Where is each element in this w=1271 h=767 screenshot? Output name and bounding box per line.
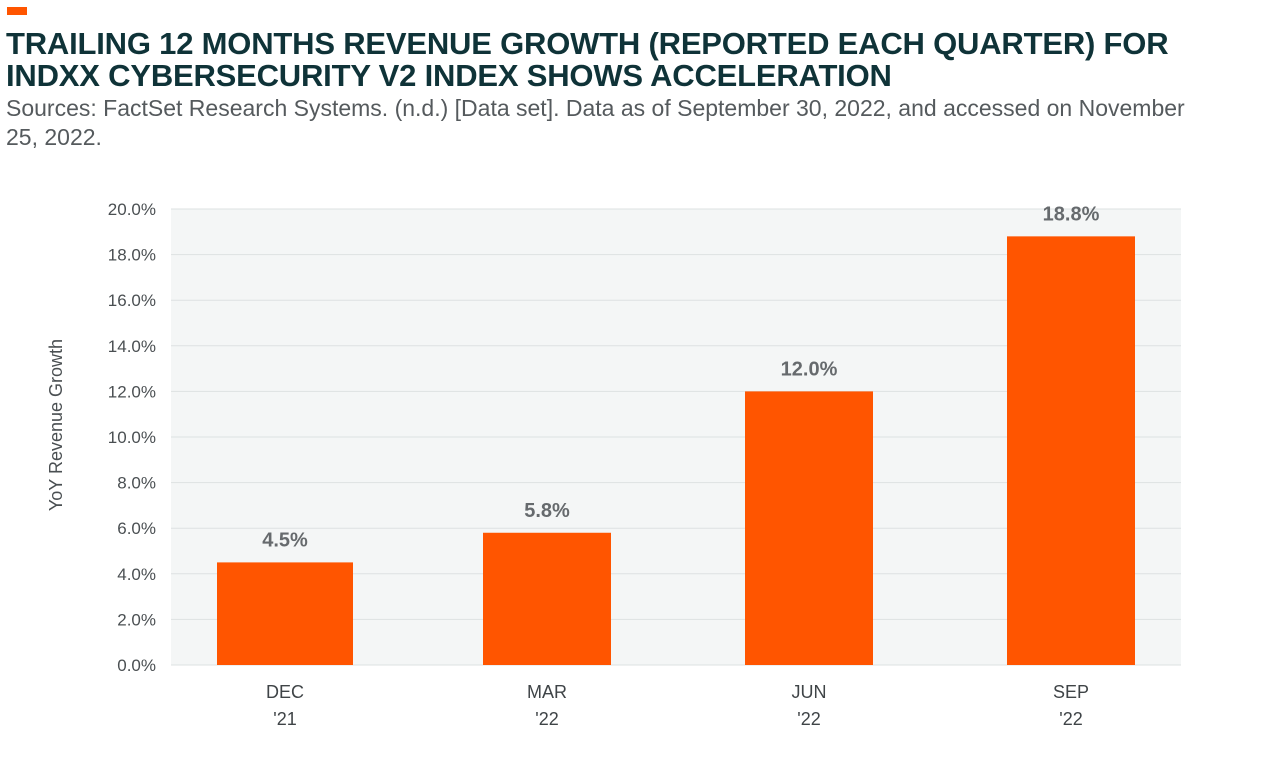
- y-tick-label: 6.0%: [117, 519, 156, 538]
- y-tick-label: 18.0%: [108, 246, 156, 265]
- y-tick-label: 14.0%: [108, 337, 156, 356]
- y-tick-label: 12.0%: [108, 382, 156, 401]
- x-axis-categories: DEC '21 MAR '22 JUN '22 SEP '22: [266, 682, 1089, 729]
- x-category-label: '21: [273, 709, 296, 729]
- x-category-label: '22: [1059, 709, 1082, 729]
- data-label: 4.5%: [262, 529, 308, 551]
- bar: [745, 391, 873, 665]
- x-category-label: JUN: [792, 682, 827, 702]
- y-axis-title: YoY Revenue Growth: [46, 339, 66, 511]
- chart-title: TRAILING 12 MONTHS REVENUE GROWTH (REPOR…: [6, 26, 1169, 93]
- bar: [483, 532, 611, 665]
- y-tick-label: 10.0%: [108, 428, 156, 447]
- y-tick-label: 0.0%: [117, 656, 156, 675]
- x-category-label: MAR: [527, 682, 567, 702]
- y-tick-label: 2.0%: [117, 610, 156, 629]
- data-label: 5.8%: [524, 500, 570, 522]
- y-tick-label: 8.0%: [117, 474, 156, 493]
- x-category-label: DEC: [266, 682, 304, 702]
- data-labels: 4.5% 5.8% 12.0% 18.8%: [262, 203, 1099, 551]
- bar: [1007, 236, 1135, 666]
- x-category-label: SEP: [1053, 682, 1089, 702]
- y-tick-label: 4.0%: [117, 565, 156, 584]
- y-tick-label: 20.0%: [108, 200, 156, 219]
- bar: [217, 562, 353, 665]
- data-label: 18.8%: [1043, 203, 1100, 225]
- x-category-label: '22: [797, 709, 820, 729]
- source-note: Sources: FactSet Research Systems. (n.d.…: [6, 95, 1185, 150]
- x-category-label: '22: [535, 709, 558, 729]
- data-label: 12.0%: [781, 358, 838, 380]
- y-tick-label: 16.0%: [108, 291, 156, 310]
- accent-mark: [7, 7, 27, 15]
- y-axis-ticks: 0.0% 2.0% 4.0% 6.0% 8.0% 10.0% 12.0% 14.0% 16.0%…: [108, 200, 156, 675]
- bars: [217, 236, 1135, 666]
